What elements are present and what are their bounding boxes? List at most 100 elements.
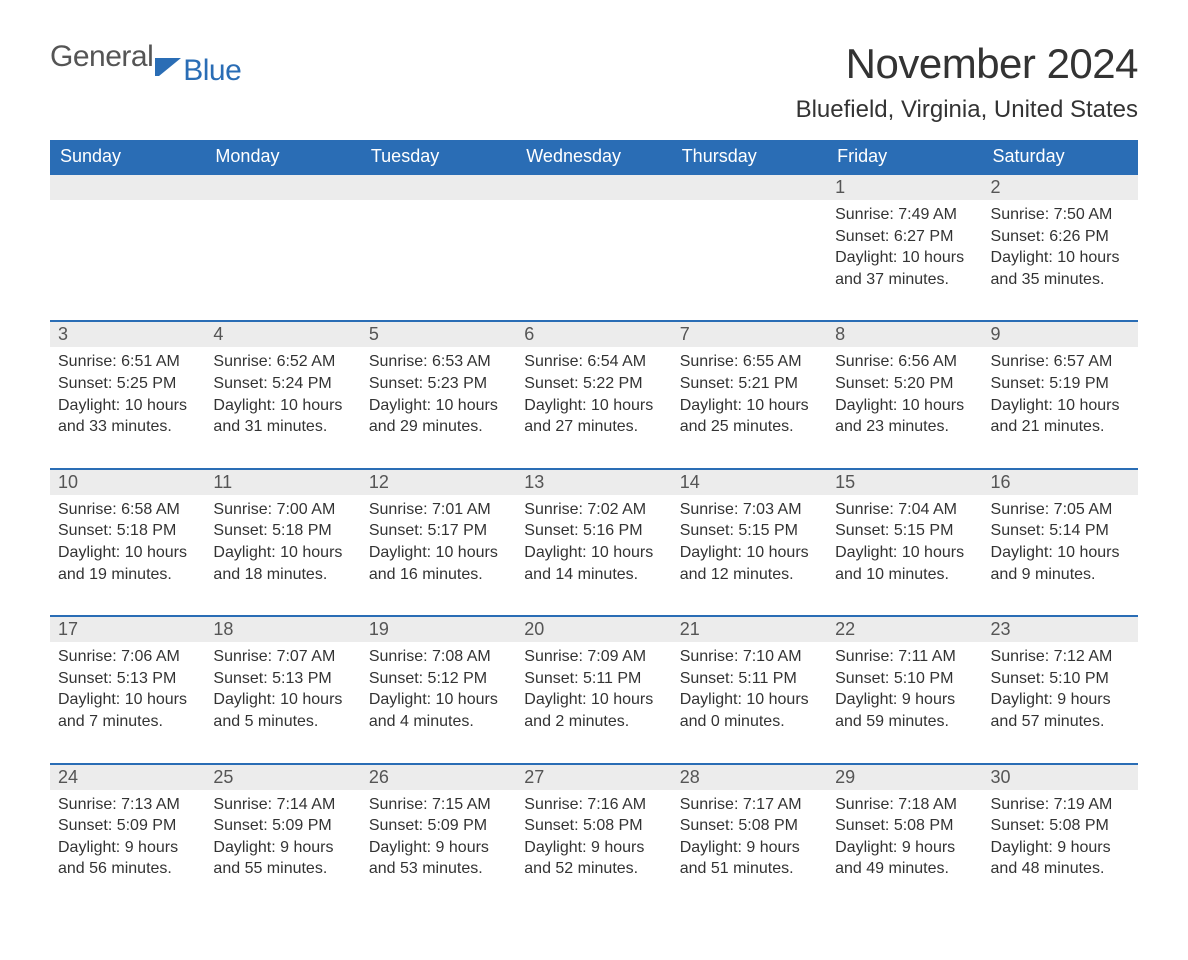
day-number: 7 (672, 322, 827, 347)
day-number-cell: 29 (827, 764, 982, 790)
daylight-line: Daylight: 10 hours and 19 minutes. (58, 542, 197, 585)
sunrise-line: Sunrise: 7:00 AM (213, 499, 352, 521)
sunset-line: Sunset: 5:08 PM (680, 815, 819, 837)
day-data: Sunrise: 6:58 AMSunset: 5:18 PMDaylight:… (58, 495, 197, 585)
empty-cell (205, 174, 360, 200)
week-daynum-row: 10111213141516 (50, 469, 1138, 495)
day-number: 12 (361, 470, 516, 495)
day-number: 16 (983, 470, 1138, 495)
daylight-line: Daylight: 10 hours and 5 minutes. (213, 689, 352, 732)
sunset-line: Sunset: 5:08 PM (835, 815, 974, 837)
week-data-row: Sunrise: 7:13 AMSunset: 5:09 PMDaylight:… (50, 790, 1138, 910)
day-number-cell: 6 (516, 321, 671, 347)
empty-cell (50, 200, 205, 321)
day-number-cell: 24 (50, 764, 205, 790)
sunrise-line: Sunrise: 6:52 AM (213, 351, 352, 373)
day-data: Sunrise: 7:07 AMSunset: 5:13 PMDaylight:… (213, 642, 352, 732)
day-cell: Sunrise: 7:02 AMSunset: 5:16 PMDaylight:… (516, 495, 671, 616)
day-number: 8 (827, 322, 982, 347)
day-number: 14 (672, 470, 827, 495)
week-daynum-row: 12 (50, 174, 1138, 200)
page-header: General Blue November 2024 (50, 40, 1138, 88)
sunset-line: Sunset: 5:20 PM (835, 373, 974, 395)
day-cell: Sunrise: 7:11 AMSunset: 5:10 PMDaylight:… (827, 642, 982, 763)
flag-icon (155, 50, 181, 68)
day-number: 1 (827, 175, 982, 200)
sunset-line: Sunset: 5:09 PM (58, 815, 197, 837)
daylight-line: Daylight: 10 hours and 25 minutes. (680, 395, 819, 438)
daylight-line: Daylight: 9 hours and 49 minutes. (835, 837, 974, 880)
weekday-header-cell: Wednesday (516, 140, 671, 174)
sunset-line: Sunset: 6:27 PM (835, 226, 974, 248)
day-cell: Sunrise: 7:14 AMSunset: 5:09 PMDaylight:… (205, 790, 360, 910)
day-number: 17 (50, 617, 205, 642)
sunrise-line: Sunrise: 7:18 AM (835, 794, 974, 816)
sunrise-line: Sunrise: 7:05 AM (991, 499, 1130, 521)
day-number: 18 (205, 617, 360, 642)
day-number-cell: 1 (827, 174, 982, 200)
day-number-cell: 25 (205, 764, 360, 790)
day-number-cell: 30 (983, 764, 1138, 790)
day-cell: Sunrise: 6:55 AMSunset: 5:21 PMDaylight:… (672, 347, 827, 468)
day-number: 9 (983, 322, 1138, 347)
day-data: Sunrise: 7:01 AMSunset: 5:17 PMDaylight:… (369, 495, 508, 585)
sunrise-line: Sunrise: 6:57 AM (991, 351, 1130, 373)
calendar-table: SundayMondayTuesdayWednesdayThursdayFrid… (50, 140, 1138, 910)
day-data: Sunrise: 7:00 AMSunset: 5:18 PMDaylight:… (213, 495, 352, 585)
day-cell: Sunrise: 7:10 AMSunset: 5:11 PMDaylight:… (672, 642, 827, 763)
sunset-line: Sunset: 6:26 PM (991, 226, 1130, 248)
weekday-header-cell: Thursday (672, 140, 827, 174)
daylight-line: Daylight: 9 hours and 59 minutes. (835, 689, 974, 732)
sunset-line: Sunset: 5:19 PM (991, 373, 1130, 395)
day-data: Sunrise: 6:52 AMSunset: 5:24 PMDaylight:… (213, 347, 352, 437)
brand-logo: General Blue (50, 40, 241, 74)
day-cell: Sunrise: 6:56 AMSunset: 5:20 PMDaylight:… (827, 347, 982, 468)
day-number-cell: 28 (672, 764, 827, 790)
day-number-cell: 11 (205, 469, 360, 495)
empty-cell (672, 174, 827, 200)
day-data: Sunrise: 7:09 AMSunset: 5:11 PMDaylight:… (524, 642, 663, 732)
sunrise-line: Sunrise: 7:02 AM (524, 499, 663, 521)
day-number: 25 (205, 765, 360, 790)
daylight-line: Daylight: 9 hours and 56 minutes. (58, 837, 197, 880)
day-number-cell: 2 (983, 174, 1138, 200)
sunset-line: Sunset: 5:25 PM (58, 373, 197, 395)
sunrise-line: Sunrise: 7:50 AM (991, 204, 1130, 226)
location-text: Bluefield, Virginia, United States (50, 96, 1138, 124)
day-number: 11 (205, 470, 360, 495)
day-cell: Sunrise: 7:50 AMSunset: 6:26 PMDaylight:… (983, 200, 1138, 321)
sunset-line: Sunset: 5:23 PM (369, 373, 508, 395)
week-data-row: Sunrise: 6:58 AMSunset: 5:18 PMDaylight:… (50, 495, 1138, 616)
day-data: Sunrise: 7:49 AMSunset: 6:27 PMDaylight:… (835, 200, 974, 290)
day-data: Sunrise: 7:13 AMSunset: 5:09 PMDaylight:… (58, 790, 197, 880)
day-number: 19 (361, 617, 516, 642)
day-cell: Sunrise: 7:12 AMSunset: 5:10 PMDaylight:… (983, 642, 1138, 763)
daylight-line: Daylight: 9 hours and 51 minutes. (680, 837, 819, 880)
day-cell: Sunrise: 7:13 AMSunset: 5:09 PMDaylight:… (50, 790, 205, 910)
sunset-line: Sunset: 5:15 PM (680, 520, 819, 542)
day-cell: Sunrise: 7:17 AMSunset: 5:08 PMDaylight:… (672, 790, 827, 910)
week-daynum-row: 24252627282930 (50, 764, 1138, 790)
daylight-line: Daylight: 10 hours and 9 minutes. (991, 542, 1130, 585)
day-data: Sunrise: 6:51 AMSunset: 5:25 PMDaylight:… (58, 347, 197, 437)
day-number-cell: 4 (205, 321, 360, 347)
logo-text-general: General (50, 40, 153, 74)
daylight-line: Daylight: 10 hours and 0 minutes. (680, 689, 819, 732)
day-data: Sunrise: 7:18 AMSunset: 5:08 PMDaylight:… (835, 790, 974, 880)
daylight-line: Daylight: 10 hours and 35 minutes. (991, 247, 1130, 290)
day-number: 6 (516, 322, 671, 347)
daylight-line: Daylight: 10 hours and 10 minutes. (835, 542, 974, 585)
day-cell: Sunrise: 7:08 AMSunset: 5:12 PMDaylight:… (361, 642, 516, 763)
day-number-cell: 3 (50, 321, 205, 347)
day-number-cell: 16 (983, 469, 1138, 495)
sunrise-line: Sunrise: 6:55 AM (680, 351, 819, 373)
daylight-line: Daylight: 10 hours and 12 minutes. (680, 542, 819, 585)
day-number: 24 (50, 765, 205, 790)
sunset-line: Sunset: 5:21 PM (680, 373, 819, 395)
day-cell: Sunrise: 7:18 AMSunset: 5:08 PMDaylight:… (827, 790, 982, 910)
day-number-cell: 12 (361, 469, 516, 495)
day-cell: Sunrise: 7:06 AMSunset: 5:13 PMDaylight:… (50, 642, 205, 763)
weekday-header-cell: Tuesday (361, 140, 516, 174)
day-cell: Sunrise: 7:09 AMSunset: 5:11 PMDaylight:… (516, 642, 671, 763)
week-data-row: Sunrise: 6:51 AMSunset: 5:25 PMDaylight:… (50, 347, 1138, 468)
